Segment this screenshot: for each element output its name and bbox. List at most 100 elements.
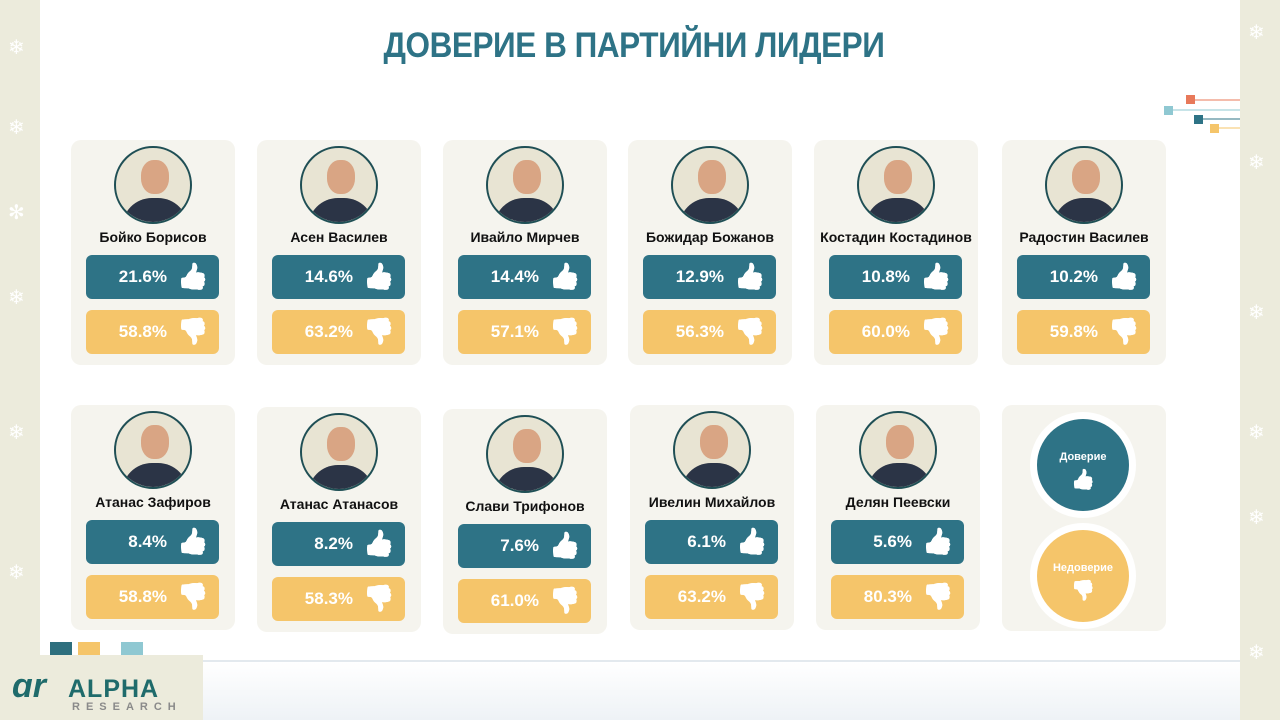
trust-badge: 10.8% 👍 — [829, 255, 962, 299]
leader-name: Ивайло Мирчев — [470, 229, 580, 245]
thumbs-down-icon: 👎 — [1107, 316, 1140, 346]
thumbs-down-icon: 👎 — [919, 316, 952, 346]
thumbs-down-icon: 👎 — [362, 583, 395, 613]
leader-name: Костадин Костадинов — [820, 229, 972, 245]
trust-badge: 21.6% 👍 — [86, 255, 219, 299]
leader-photo — [857, 146, 935, 224]
leader-name: Радостин Василев — [1019, 229, 1149, 245]
trust-value: 8.4% — [128, 532, 167, 551]
leader-card: Божидар Божанов 12.9% 👍 56.3% 👎 — [628, 140, 792, 365]
thumbs-up-icon: 👍 — [1107, 261, 1140, 291]
distrust-value: 80.3% — [863, 587, 912, 606]
leader-photo — [859, 411, 937, 489]
decorative-lines — [1164, 95, 1240, 133]
distrust-badge: 59.8% 👎 — [1017, 310, 1150, 354]
alpha-research-logo: ɑr ALPHA RESEARCH — [0, 655, 203, 720]
thumbs-down-icon: 👎 — [548, 585, 581, 615]
trust-badge: 12.9% 👍 — [643, 255, 776, 299]
leader-photo — [114, 146, 192, 224]
logo-name: ALPHA — [68, 675, 160, 703]
distrust-value: 63.2% — [677, 587, 726, 606]
thumbs-up-icon: 👍 — [735, 526, 768, 556]
distrust-value: 59.8% — [1049, 322, 1098, 341]
legend-card: Доверие 👍 Недоверие 👎 — [1002, 405, 1166, 631]
leader-name: Божидар Божанов — [645, 229, 774, 245]
legend-trust: Доверие 👍 — [1030, 412, 1136, 518]
trust-value: 12.9% — [675, 267, 724, 286]
thumbs-down-icon: 👎 — [176, 581, 209, 611]
trust-value: 21.6% — [118, 267, 167, 286]
trust-badge: 5.6% 👍 — [831, 520, 964, 564]
leader-card: Бойко Борисов 21.6% 👍 58.8% 👎 — [71, 140, 235, 365]
logo-sub: RESEARCH — [72, 701, 182, 713]
legend-trust-label: Доверие — [1059, 451, 1107, 463]
trust-badge: 14.6% 👍 — [272, 255, 405, 299]
snow-decoration — [200, 660, 1240, 720]
thumbs-up-icon: 👍 — [1070, 469, 1096, 491]
leader-photo — [300, 146, 378, 224]
leader-name: Слави Трифонов — [465, 498, 585, 514]
distrust-value: 57.1% — [490, 322, 539, 341]
trust-value: 10.8% — [861, 267, 910, 286]
leader-name: Атанас Атанасов — [279, 496, 399, 512]
leader-name: Асен Василев — [290, 229, 388, 245]
trust-badge: 8.4% 👍 — [86, 520, 219, 564]
trust-badge: 7.6% 👍 — [458, 524, 591, 568]
distrust-badge: 60.0% 👎 — [829, 310, 962, 354]
distrust-badge: 56.3% 👎 — [643, 310, 776, 354]
legend-distrust-label: Недоверие — [1052, 562, 1114, 574]
distrust-badge: 58.8% 👎 — [86, 575, 219, 619]
leader-photo — [486, 415, 564, 493]
distrust-value: 58.3% — [304, 589, 353, 608]
leader-photo — [673, 411, 751, 489]
trust-badge: 8.2% 👍 — [272, 522, 405, 566]
thumbs-up-icon: 👍 — [176, 526, 209, 556]
leader-card: Ивелин Михайлов 6.1% 👍 63.2% 👎 — [630, 405, 794, 630]
leader-name: Ивелин Михайлов — [648, 494, 776, 510]
distrust-badge: 58.3% 👎 — [272, 577, 405, 621]
thumbs-down-icon: 👎 — [176, 316, 209, 346]
leader-photo — [1045, 146, 1123, 224]
logo-mark-icon: ɑr — [12, 667, 46, 705]
distrust-value: 56.3% — [675, 322, 724, 341]
thumbs-up-icon: 👍 — [362, 528, 395, 558]
thumbs-down-icon: 👎 — [735, 581, 768, 611]
leader-photo — [671, 146, 749, 224]
leader-photo — [486, 146, 564, 224]
leader-card: Делян Пеевски 5.6% 👍 80.3% 👎 — [816, 405, 980, 630]
leader-photo — [114, 411, 192, 489]
trust-value: 5.6% — [873, 532, 912, 551]
thumbs-up-icon: 👍 — [919, 261, 952, 291]
leader-name: Делян Пеевски — [845, 494, 951, 510]
thumbs-down-icon: 👎 — [1070, 580, 1096, 602]
thumbs-up-icon: 👍 — [362, 261, 395, 291]
trust-value: 6.1% — [687, 532, 726, 551]
distrust-badge: 58.8% 👎 — [86, 310, 219, 354]
thumbs-up-icon: 👍 — [548, 530, 581, 560]
leader-name: Атанас Зафиров — [95, 494, 211, 510]
trust-badge: 10.2% 👍 — [1017, 255, 1150, 299]
thumbs-down-icon: 👎 — [362, 316, 395, 346]
page-title: ДОВЕРИЕ В ПАРТИЙНИ ЛИДЕРИ — [383, 26, 885, 65]
trust-value: 14.6% — [304, 267, 353, 286]
leader-card: Ивайло Мирчев 14.4% 👍 57.1% 👎 — [443, 140, 607, 365]
distrust-value: 61.0% — [490, 591, 539, 610]
leader-card: Атанас Зафиров 8.4% 👍 58.8% 👎 — [71, 405, 235, 630]
left-decor-strip: ❄ ❄ ✻ ❄ ❄ ❄ — [0, 0, 40, 720]
thumbs-down-icon: 👎 — [548, 316, 581, 346]
trust-badge: 14.4% 👍 — [458, 255, 591, 299]
thumbs-up-icon: 👍 — [548, 261, 581, 291]
trust-value: 7.6% — [500, 536, 539, 555]
distrust-value: 58.8% — [118, 587, 167, 606]
distrust-badge: 61.0% 👎 — [458, 579, 591, 623]
leader-photo — [300, 413, 378, 491]
leader-name: Бойко Борисов — [99, 229, 207, 245]
distrust-badge: 63.2% 👎 — [272, 310, 405, 354]
leader-card: Костадин Костадинов 10.8% 👍 60.0% 👎 — [814, 140, 978, 365]
leader-card: Радостин Василев 10.2% 👍 59.8% 👎 — [1002, 140, 1166, 365]
thumbs-up-icon: 👍 — [921, 526, 954, 556]
trust-value: 8.2% — [314, 534, 353, 553]
leader-card: Асен Василев 14.6% 👍 63.2% 👎 — [257, 140, 421, 365]
distrust-badge: 57.1% 👎 — [458, 310, 591, 354]
legend-distrust: Недоверие 👎 — [1030, 523, 1136, 629]
